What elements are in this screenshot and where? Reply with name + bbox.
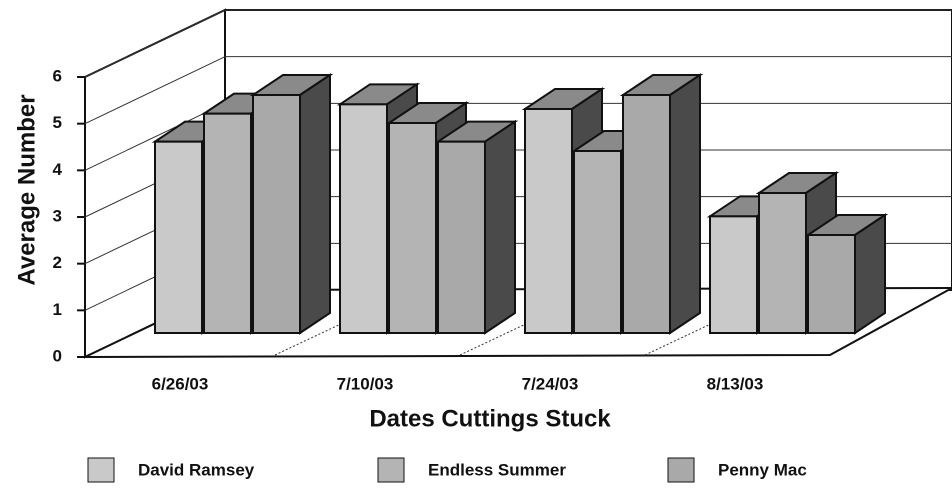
y-tick-label: 3 [53,206,62,225]
floor-divider [644,321,716,356]
legend-label: Endless Summer [428,460,566,479]
bar [154,140,203,334]
x-tick-label: 8/13/03 [707,374,764,393]
bar-side [854,213,886,335]
bar [709,215,758,334]
x-tick-label: 7/10/03 [337,374,394,393]
legend-swatch [87,457,115,483]
y-axis-title: Average Number [13,94,40,285]
bar-side [484,119,516,335]
x-tick-label: 7/24/03 [522,374,579,393]
floor-divider [274,321,346,356]
bar [622,94,671,334]
x-axis-title: Dates Cuttings Stuck [369,405,611,432]
y-tick-label: 0 [53,346,62,365]
legend-label: David Ramsey [138,460,255,479]
bar [437,140,486,334]
grid-line [84,9,226,78]
grid-line [84,56,226,125]
bar [758,192,807,334]
y-tick-label: 6 [53,66,62,85]
bar [807,234,856,334]
legend-swatch [667,457,695,483]
bar-side [669,73,701,335]
bar [573,150,622,334]
bar [524,108,573,334]
y-tick-label: 2 [53,253,62,272]
legend-swatch [377,457,405,483]
bar [388,122,437,334]
y-tick-label: 4 [53,160,63,179]
y-tick-label: 5 [53,113,62,132]
bar [203,112,252,334]
x-tick-label: 6/26/03 [152,374,209,393]
y-tick-label: 1 [53,300,62,319]
legend-label: Penny Mac [718,460,807,479]
floor-divider [459,321,531,356]
bar [252,94,301,334]
bar [339,103,388,335]
bar-side [299,73,331,335]
